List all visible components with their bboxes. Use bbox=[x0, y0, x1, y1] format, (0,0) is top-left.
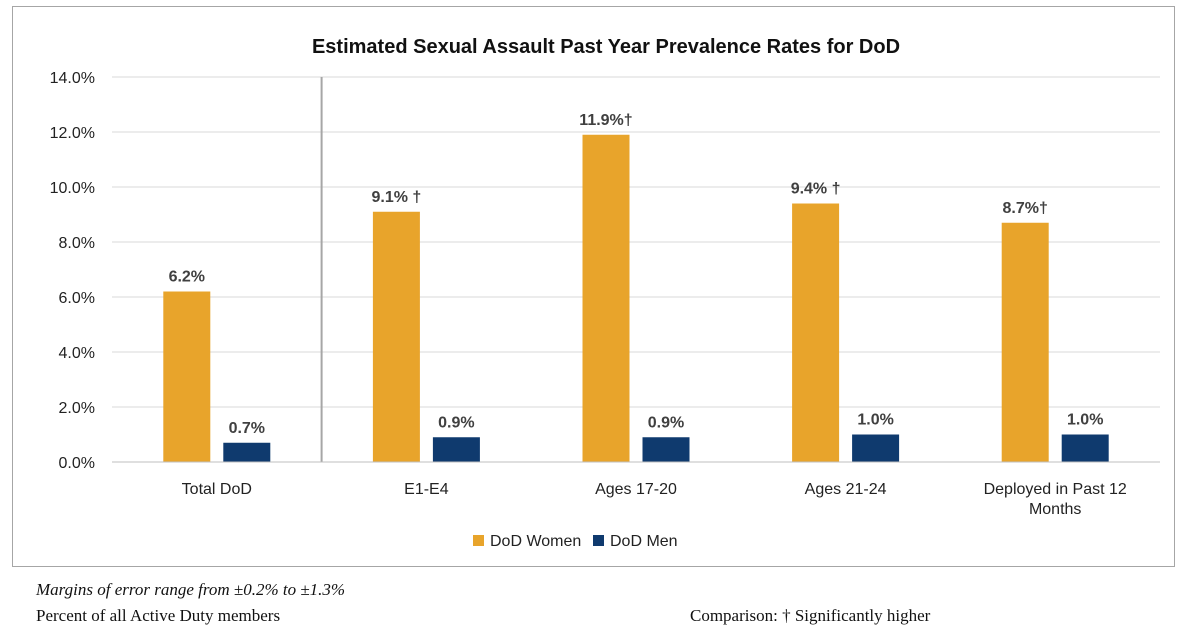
data-label: 6.2% bbox=[169, 269, 205, 286]
bar-men bbox=[432, 437, 480, 462]
bar-women bbox=[163, 291, 211, 462]
chart-frame: Estimated Sexual Assault Past Year Preva… bbox=[12, 6, 1175, 567]
category-label: Deployed in Past 12 bbox=[984, 481, 1127, 498]
y-tick-label: 4.0% bbox=[59, 345, 95, 362]
data-label: 0.9% bbox=[438, 414, 474, 431]
data-label: 0.9% bbox=[648, 414, 684, 431]
data-label: 0.7% bbox=[229, 420, 265, 437]
bar-chart: Estimated Sexual Assault Past Year Preva… bbox=[50, 36, 1160, 550]
data-label: 9.4% † bbox=[791, 181, 841, 198]
y-tick-label: 14.0% bbox=[50, 70, 95, 87]
bar-women bbox=[1001, 222, 1049, 462]
data-label: 9.1% † bbox=[371, 189, 421, 206]
category-label: Months bbox=[1029, 501, 1081, 518]
margin-of-error-note: Margins of error range from ±0.2% to ±1.… bbox=[36, 580, 346, 599]
data-label: 1.0% bbox=[857, 412, 893, 429]
category-label: Ages 21-24 bbox=[805, 481, 887, 498]
category-label: Total DoD bbox=[182, 481, 252, 498]
bar-women bbox=[792, 203, 840, 462]
bar-men bbox=[223, 442, 271, 462]
data-label: 11.9%† bbox=[579, 112, 632, 129]
bar-women bbox=[372, 211, 420, 462]
y-tick-label: 10.0% bbox=[50, 180, 95, 197]
y-tick-label: 12.0% bbox=[50, 125, 95, 142]
y-tick-label: 2.0% bbox=[59, 400, 95, 417]
bar-men bbox=[1061, 434, 1109, 462]
legend-label: DoD Women bbox=[490, 533, 581, 550]
population-note: Percent of all Active Duty members bbox=[36, 606, 281, 625]
bar-men bbox=[852, 434, 900, 462]
y-tick-label: 0.0% bbox=[59, 455, 95, 472]
legend-label: DoD Men bbox=[610, 533, 678, 550]
data-label: 8.7%† bbox=[1003, 200, 1048, 217]
bar-men bbox=[642, 437, 690, 462]
y-tick-label: 8.0% bbox=[59, 235, 95, 252]
legend-swatch bbox=[593, 535, 604, 546]
legend-swatch bbox=[473, 535, 484, 546]
comparison-note: Comparison: † Significantly higher bbox=[690, 606, 931, 625]
category-label: Ages 17-20 bbox=[595, 481, 677, 498]
y-tick-label: 6.0% bbox=[59, 290, 95, 307]
bar-women bbox=[582, 134, 630, 462]
data-label: 1.0% bbox=[1067, 412, 1103, 429]
category-label: E1-E4 bbox=[404, 481, 449, 498]
chart-title: Estimated Sexual Assault Past Year Preva… bbox=[312, 36, 900, 58]
